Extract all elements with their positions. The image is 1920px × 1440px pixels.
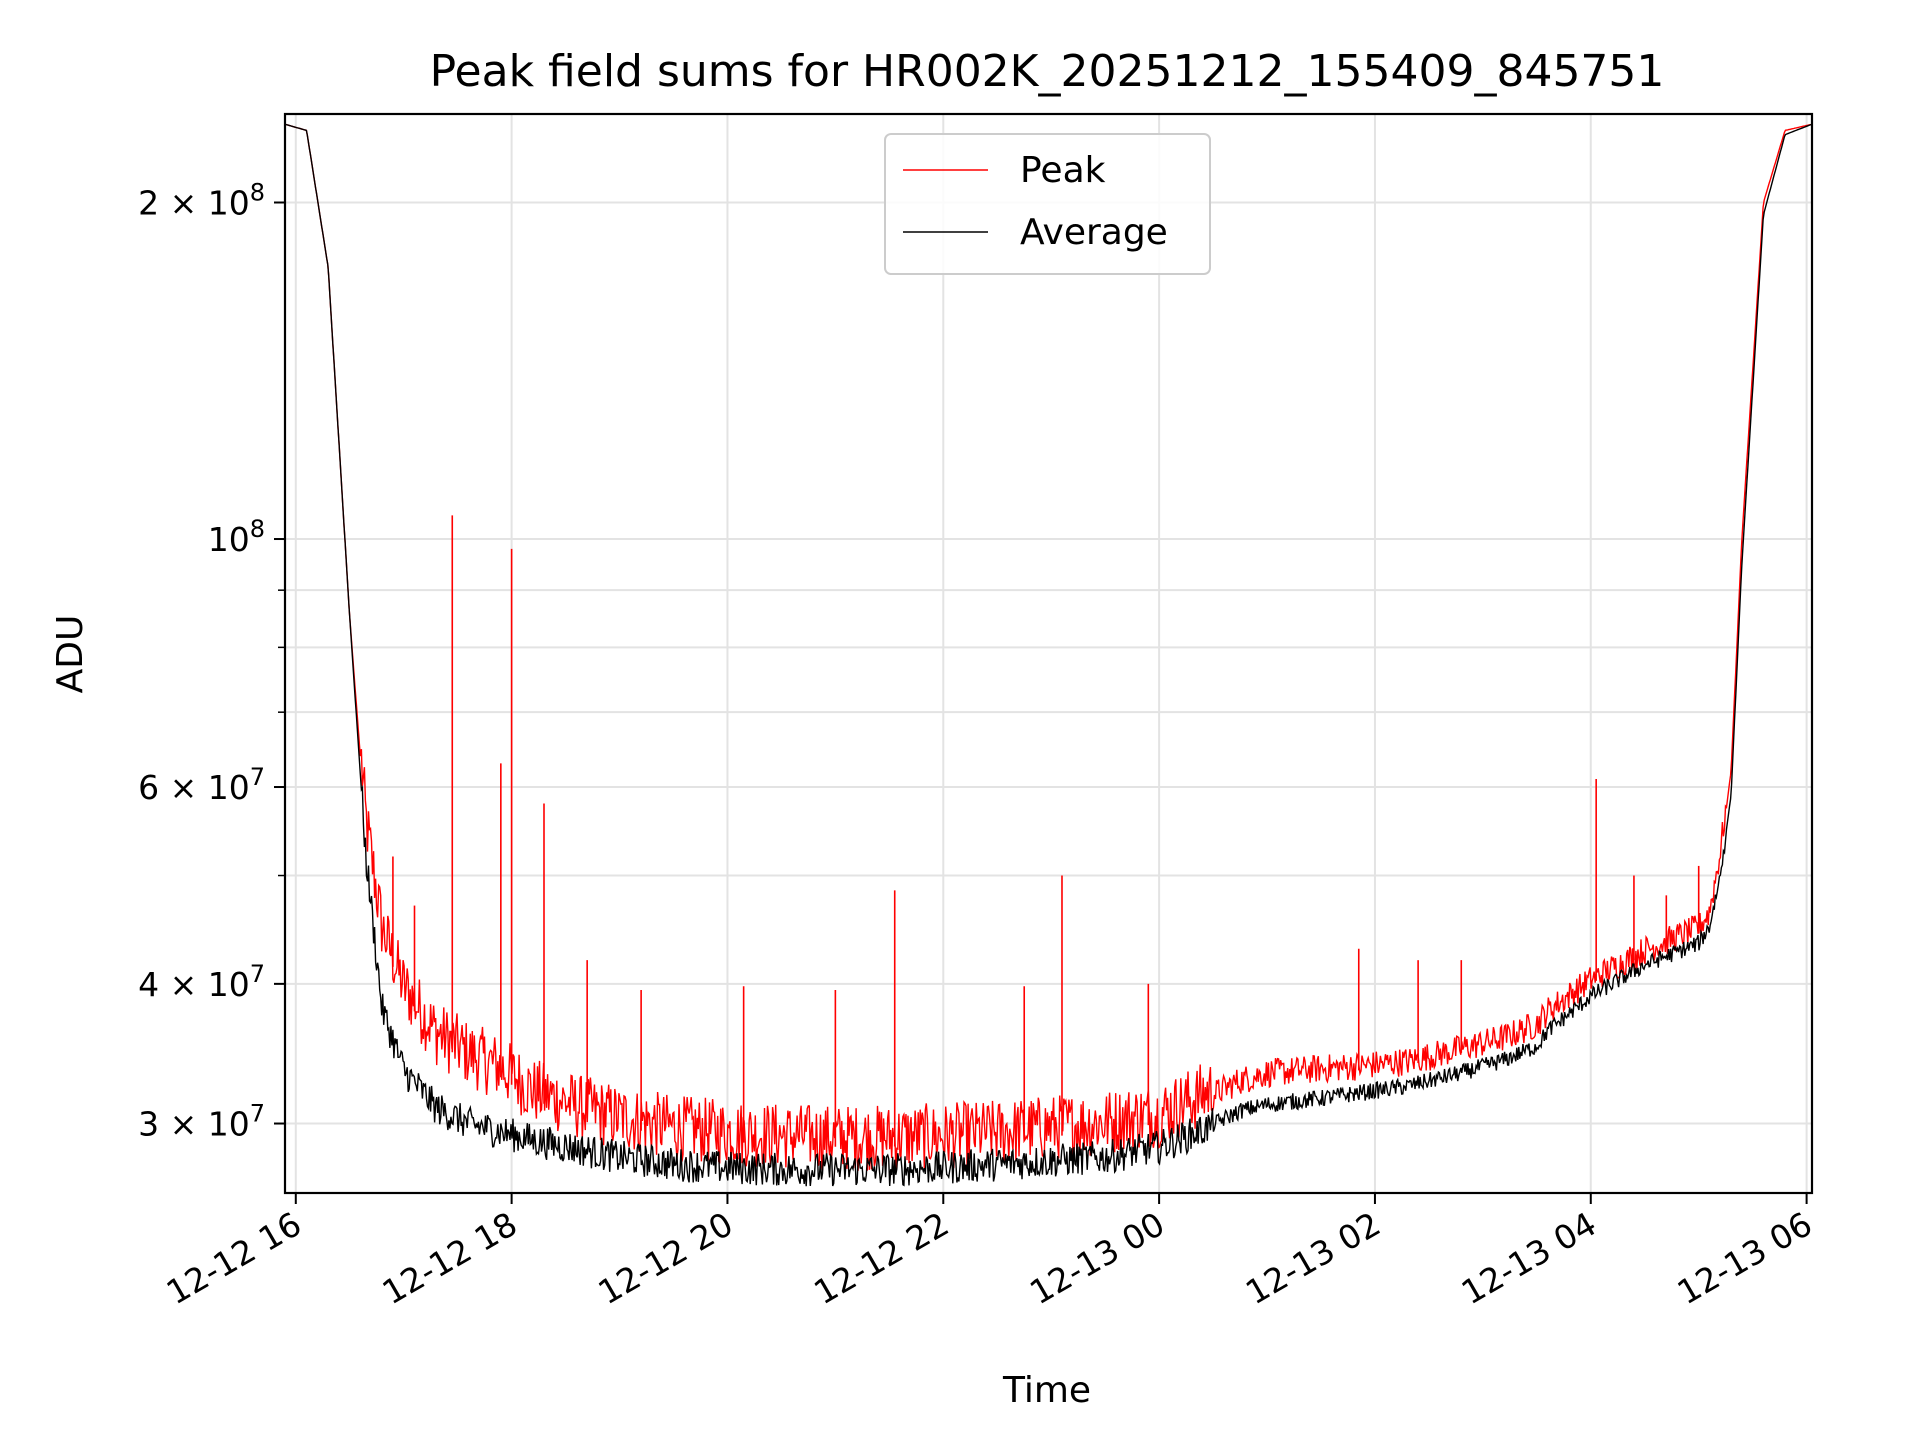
legend: Peak Average <box>884 133 1211 275</box>
y-tick-label: 4 × 107 <box>138 960 265 1004</box>
grid <box>285 114 1812 1193</box>
x-axis-label: Time <box>1002 1370 1091 1411</box>
chart-title: Peak field sums for HR002K_20251212_1554… <box>430 46 1665 97</box>
plot-lines <box>284 123 1813 1187</box>
y-axis-label: ADU <box>50 615 91 694</box>
y-tick-label: 6 × 107 <box>138 763 265 807</box>
y-tick-label: 3 × 107 <box>138 1100 265 1144</box>
legend-box <box>884 133 1211 275</box>
y-axis: 3 × 107 4 × 107 6 × 107 108 2 × 108 <box>138 179 285 1144</box>
series-peak-line <box>284 123 1813 1171</box>
y-tick-label: 2 × 108 <box>138 179 265 223</box>
legend-average-label: Average <box>1020 212 1168 253</box>
legend-peak-label: Peak <box>1020 150 1106 191</box>
plot-frame <box>283 112 1814 1195</box>
y-tick-label: 108 <box>208 515 265 559</box>
series-average-line <box>284 123 1813 1187</box>
